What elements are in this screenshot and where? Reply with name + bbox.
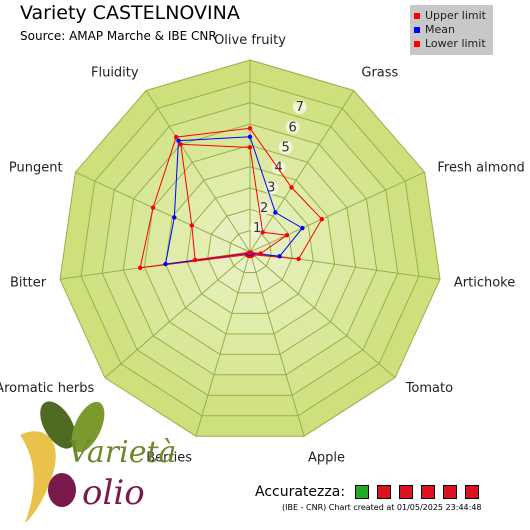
chart-footer: (IBE - CNR) Chart created at 01/05/2025 … <box>282 503 482 512</box>
logo-text-varieta: Varietà <box>68 435 177 470</box>
axis-label: Berries <box>146 451 192 466</box>
series-point <box>300 225 305 231</box>
accuracy-box-1 <box>355 485 370 499</box>
axis-spoke <box>249 251 305 437</box>
logo-swoosh <box>20 431 56 523</box>
logo-leaf-left <box>40 401 76 449</box>
scale-label-bg <box>257 200 272 215</box>
axis-label: Artichoke <box>454 275 515 290</box>
series-point <box>178 142 183 147</box>
axis-spoke <box>249 251 396 379</box>
series-point <box>192 257 198 263</box>
axis-spoke <box>249 171 425 253</box>
accuracy-box-6 <box>465 485 480 499</box>
chart-title: Variety CASTELNOVINA <box>20 2 240 24</box>
series-point <box>247 250 252 255</box>
accuracy-box-2 <box>377 485 392 499</box>
axis-label: Grass <box>361 66 398 81</box>
scale-tick-label: 2 <box>260 201 268 216</box>
series-point <box>284 233 290 238</box>
series-point <box>289 185 294 190</box>
scale-tick-label: 7 <box>296 100 304 115</box>
series-point <box>247 145 253 150</box>
accuracy-indicator: Accuratezza: <box>255 484 487 500</box>
axis-label: Fluidity <box>91 66 139 81</box>
scale-tick-label: 6 <box>289 120 297 135</box>
scale-label-bg <box>250 220 265 235</box>
series-point <box>260 230 265 235</box>
series-point <box>172 215 177 220</box>
accuracy-box-5 <box>443 485 458 499</box>
legend-item-upper: Upper limit <box>414 9 486 22</box>
scale-label-bg <box>278 140 293 155</box>
legend-swatch-upper <box>414 12 420 19</box>
axis-label: Tomato <box>405 381 453 396</box>
scale-tick-label: 5 <box>281 140 289 155</box>
series-point <box>296 256 301 262</box>
legend-label-lower: Lower limit <box>425 37 486 50</box>
legend-item-lower: Lower limit <box>414 37 486 50</box>
scale-label-bg <box>285 120 300 135</box>
axis-label: Apple <box>308 451 345 466</box>
legend: Upper limit Mean Lower limit <box>410 5 493 55</box>
series-point <box>138 265 143 270</box>
legend-swatch-lower <box>414 40 420 47</box>
legend-swatch-mean <box>414 26 420 33</box>
axis-label: Aromatic herbs <box>0 381 95 396</box>
logo-olive <box>48 473 76 507</box>
axis-spoke <box>195 251 251 437</box>
scale-tick-label: 1 <box>253 221 261 236</box>
logo-leaf-right <box>71 401 105 453</box>
series-point <box>247 126 253 131</box>
chart-subtitle: Source: AMAP Marche & IBE CNR <box>20 29 217 43</box>
variety-olio-logo: Varietà olio <box>0 395 200 525</box>
series-point <box>258 251 263 256</box>
axis-spoke <box>145 90 251 253</box>
series-point <box>174 134 179 140</box>
axis-label: Pungent <box>9 160 63 175</box>
series-point <box>150 205 156 210</box>
series-point <box>176 138 181 143</box>
logo-text-olio: olio <box>82 473 145 513</box>
series-point <box>273 210 278 215</box>
series-point <box>189 223 194 228</box>
axis-spoke <box>249 90 355 253</box>
legend-label-upper: Upper limit <box>425 9 486 22</box>
scale-label-bg <box>292 100 307 115</box>
series-point <box>247 134 253 139</box>
accuracy-box-4 <box>421 485 436 499</box>
axis-spoke <box>104 251 251 379</box>
series-point <box>319 217 324 222</box>
axis-label: Bitter <box>10 275 47 290</box>
accuracy-box-3 <box>399 485 414 499</box>
legend-label-mean: Mean <box>425 23 455 36</box>
series-point <box>163 261 168 267</box>
series-point <box>277 254 282 259</box>
axis-spoke <box>75 171 251 253</box>
axis-label: Fresh almond <box>437 160 524 175</box>
scale-tick-label: 3 <box>267 181 275 196</box>
axis-label: Olive fruity <box>214 33 286 48</box>
legend-item-mean: Mean <box>414 23 455 36</box>
accuracy-label: Accuratezza: <box>255 484 346 500</box>
logo-graphic <box>20 401 105 523</box>
